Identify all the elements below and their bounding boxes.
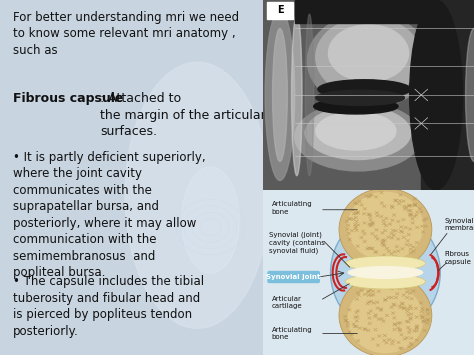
Ellipse shape bbox=[328, 25, 409, 82]
Text: Fibrous
capsule: Fibrous capsule bbox=[445, 251, 471, 264]
Ellipse shape bbox=[265, 10, 295, 180]
Ellipse shape bbox=[125, 62, 270, 328]
Text: : Attached to
the margin of the articular
surfaces.: : Attached to the margin of the articula… bbox=[100, 92, 266, 138]
Text: • It is partly deficient superiorly,
where the joint cavity
communicates with th: • It is partly deficient superiorly, whe… bbox=[13, 151, 206, 279]
Ellipse shape bbox=[339, 274, 432, 355]
Text: Synovial
membrane: Synovial membrane bbox=[445, 218, 474, 231]
Text: Articulating
bone: Articulating bone bbox=[272, 202, 312, 215]
FancyBboxPatch shape bbox=[267, 271, 320, 283]
Ellipse shape bbox=[307, 13, 430, 108]
Ellipse shape bbox=[465, 28, 474, 162]
Ellipse shape bbox=[292, 14, 302, 176]
Ellipse shape bbox=[346, 274, 426, 289]
Text: Synovial (joint)
cavity (contains
synovial fluid): Synovial (joint) cavity (contains synovi… bbox=[269, 231, 325, 254]
Ellipse shape bbox=[339, 188, 432, 271]
Ellipse shape bbox=[347, 284, 423, 353]
Ellipse shape bbox=[182, 167, 239, 273]
Bar bbox=[295, 0, 432, 23]
Text: E: E bbox=[277, 5, 283, 16]
Text: Articular
cartilage: Articular cartilage bbox=[272, 296, 302, 309]
Ellipse shape bbox=[273, 28, 287, 162]
Ellipse shape bbox=[316, 17, 421, 97]
Ellipse shape bbox=[305, 106, 410, 159]
Ellipse shape bbox=[347, 266, 423, 279]
Ellipse shape bbox=[318, 80, 410, 99]
Text: Articulating
bone: Articulating bone bbox=[272, 327, 312, 340]
Ellipse shape bbox=[346, 256, 426, 271]
Ellipse shape bbox=[330, 213, 440, 332]
Text: Fibrous capsule: Fibrous capsule bbox=[13, 92, 124, 105]
Text: For better understanding mri we need
to know some relevant mri anatomy ,
such as: For better understanding mri we need to … bbox=[13, 11, 239, 57]
Ellipse shape bbox=[316, 90, 404, 105]
Bar bbox=[421, 0, 474, 190]
Text: Synovial joint: Synovial joint bbox=[266, 274, 321, 280]
Ellipse shape bbox=[410, 0, 463, 190]
Ellipse shape bbox=[316, 112, 396, 150]
Ellipse shape bbox=[314, 99, 398, 114]
Bar bbox=[267, 2, 292, 19]
Ellipse shape bbox=[295, 103, 421, 171]
Ellipse shape bbox=[347, 192, 423, 261]
Ellipse shape bbox=[305, 14, 314, 176]
Text: • The capsule includes the tibial
tuberosity and fibular head and
is pierced by : • The capsule includes the tibial tubero… bbox=[13, 275, 204, 338]
